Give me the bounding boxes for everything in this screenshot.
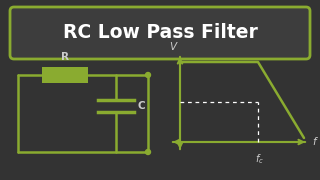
- Circle shape: [146, 73, 150, 78]
- Text: $f_c$: $f_c$: [255, 152, 265, 166]
- Text: RC Low Pass Filter: RC Low Pass Filter: [63, 24, 257, 42]
- FancyBboxPatch shape: [10, 7, 310, 59]
- Circle shape: [146, 150, 150, 154]
- Text: R: R: [61, 52, 69, 62]
- Text: C: C: [138, 101, 146, 111]
- Text: f: f: [312, 137, 316, 147]
- Text: V: V: [169, 42, 177, 52]
- Bar: [42, 67, 88, 83]
